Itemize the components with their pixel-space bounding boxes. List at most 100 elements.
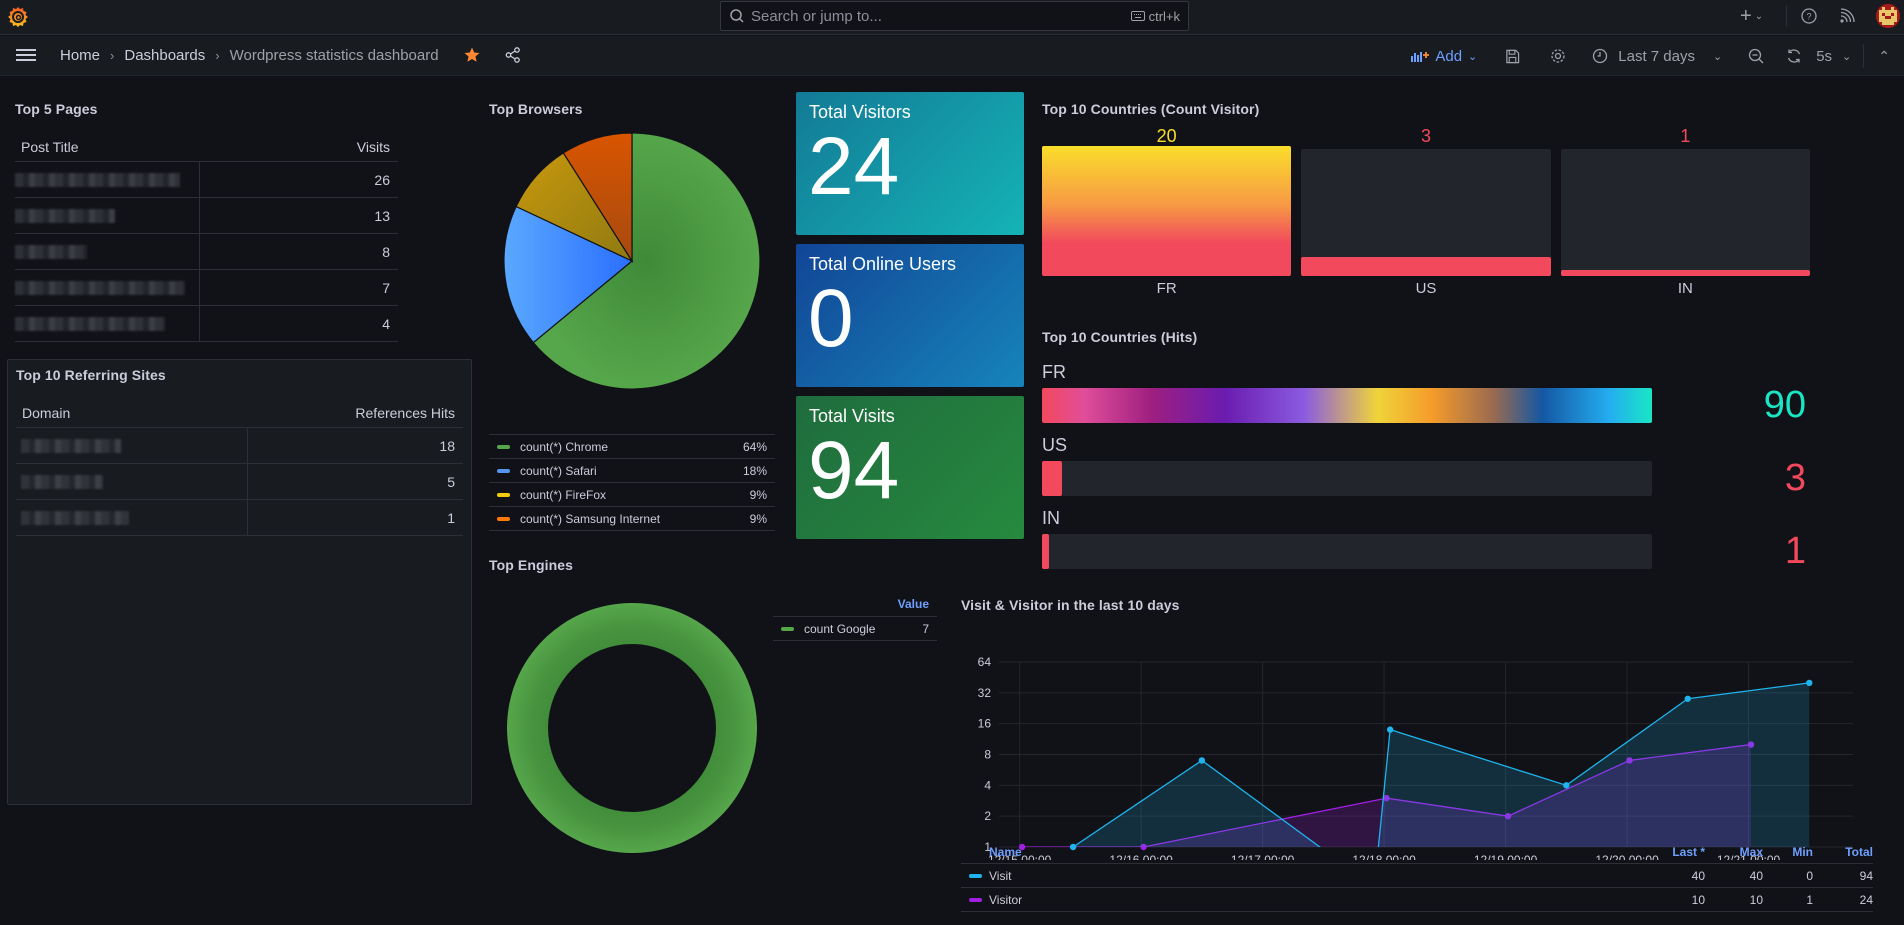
legend-item[interactable]: count(*) FireFox 9%: [489, 483, 775, 507]
column-header-post-title[interactable]: Post Title: [21, 138, 79, 155]
data-point-visitor[interactable]: [1018, 843, 1026, 851]
cell-visits: 7: [382, 279, 390, 296]
breadcrumb-dashboards[interactable]: Dashboards: [124, 46, 206, 64]
legend-item[interactable]: count(*) Samsung Internet 9%: [489, 507, 775, 531]
legend-column-min[interactable]: Min: [1792, 844, 1813, 859]
refresh-button[interactable]: [1776, 36, 1812, 76]
data-point-visitor[interactable]: [1504, 812, 1512, 820]
data-point-visitor[interactable]: [1383, 794, 1390, 802]
cell-domain: [16, 428, 248, 463]
visit-visitor-line-chart[interactable]: 1 2 4 8 16 32 64 12/15 00:00 12/16 00:00 12/17 00…: [953, 620, 1883, 860]
new-button[interactable]: + ⌄: [1740, 5, 1763, 28]
search-icon: [730, 9, 744, 23]
star-icon[interactable]: [463, 46, 481, 64]
legend-column-last[interactable]: Last *: [1672, 844, 1705, 859]
redacted-text: [15, 244, 87, 259]
legend-value-header[interactable]: Value: [897, 597, 929, 611]
add-label: Add: [1435, 47, 1463, 65]
cell-post-title: [15, 234, 200, 269]
refresh-interval-picker[interactable]: 5s ⌄: [1812, 36, 1863, 76]
collapse-header-button[interactable]: ⌃: [1864, 36, 1904, 76]
table-row[interactable]: 5: [16, 464, 463, 500]
top-pages-table: Post Title Visits 26 13 8 7 4: [15, 132, 398, 342]
share-icon[interactable]: [505, 47, 521, 63]
legend-item[interactable]: count(*) Chrome 64%: [489, 435, 775, 459]
bar-fill-in[interactable]: [1560, 269, 1810, 276]
table-row[interactable]: 13: [15, 198, 398, 234]
divider: [1786, 5, 1787, 27]
zoom-out-button[interactable]: [1736, 36, 1776, 76]
panel-title: Top 10 Countries (Count Visitor): [1042, 101, 1260, 117]
bar-fill-fr[interactable]: [1042, 388, 1652, 423]
series-line-visitor[interactable]: [1022, 743, 1752, 847]
cell-post-title: [15, 198, 200, 233]
data-point-visitor[interactable]: [1140, 843, 1147, 851]
table-row[interactable]: 7: [15, 270, 398, 306]
breadcrumb-home[interactable]: Home: [60, 46, 101, 64]
avatar[interactable]: [1876, 4, 1900, 28]
table-row[interactable]: 26: [15, 162, 398, 198]
plus-icon: +: [1740, 5, 1752, 27]
panel-countries-visitor: Top 10 Countries (Count Visitor) 20 FR 3 US…: [1034, 94, 1814, 304]
legend-column-name[interactable]: Name: [989, 844, 1022, 859]
legend-item[interactable]: Visitor 10 10 1 24: [961, 888, 1873, 912]
column-header-domain[interactable]: Domain: [22, 404, 71, 421]
data-point-visit[interactable]: [1386, 726, 1394, 733]
time-range-picker[interactable]: Last 7 days ⌄: [1578, 36, 1736, 76]
bar-fill-fr[interactable]: [1042, 146, 1292, 276]
bar-fill-in[interactable]: [1042, 534, 1049, 569]
legend-color-swatch: [969, 873, 982, 878]
pie-slice-count-chrome[interactable]: [532, 132, 761, 390]
table-row[interactable]: 18: [16, 428, 463, 464]
stat-value: 0: [808, 273, 854, 364]
data-point-visit[interactable]: [1563, 782, 1570, 789]
column-header-references-hits[interactable]: References Hits: [355, 404, 455, 421]
data-point-visit[interactable]: [1806, 679, 1813, 687]
data-point-visit[interactable]: [1198, 757, 1206, 764]
data-point-visit[interactable]: [1069, 843, 1077, 851]
table-header: Post Title Visits: [15, 132, 398, 162]
panel-title: Top 10 Referring Sites: [16, 367, 166, 383]
gear-icon: [1551, 49, 1565, 63]
panel-top-engines: Top Engines Value count Google 7: [481, 550, 941, 870]
y-tick-label: 32: [978, 686, 992, 700]
bar-track: [1301, 149, 1551, 276]
bar-category-label: IN: [1677, 280, 1693, 297]
add-panel-icon: [1411, 52, 1430, 62]
legend-name-cell: Visitor: [961, 893, 1639, 907]
save-dashboard-button[interactable]: [1487, 36, 1538, 76]
bar-fill-us[interactable]: [1301, 256, 1551, 276]
bar-category-label: US: [1042, 435, 1068, 455]
rss-icon[interactable]: [1839, 8, 1855, 24]
menu-icon[interactable]: [16, 47, 36, 63]
legend-item[interactable]: Visit 40 40 0 94: [961, 864, 1873, 888]
pie-slice-count-samsung-internet[interactable]: [562, 132, 633, 264]
help-icon[interactable]: ?: [1801, 8, 1817, 24]
dashboard-settings-button[interactable]: [1538, 36, 1578, 76]
column-header-visits[interactable]: Visits: [356, 138, 390, 155]
bar-fill-us[interactable]: [1042, 461, 1063, 496]
pie-slice-count-safari[interactable]: [503, 205, 634, 344]
data-point-visit[interactable]: [1684, 695, 1691, 702]
grafana-logo-icon[interactable]: [6, 5, 30, 29]
search-input[interactable]: Search or jump to... ctrl+k: [720, 1, 1189, 31]
x-tick-label: 12/17 00:00: [1231, 853, 1295, 860]
bar-track: [1560, 149, 1810, 276]
legend-column-total[interactable]: Total: [1845, 844, 1873, 859]
legend-item[interactable]: count Google 7: [773, 617, 937, 641]
data-point-visitor[interactable]: [1626, 757, 1633, 764]
donut-slice-google[interactable]: [507, 603, 757, 853]
breadcrumb-separator: ›: [215, 47, 220, 63]
legend-column-max[interactable]: Max: [1739, 844, 1763, 859]
table-row[interactable]: 4: [15, 306, 398, 342]
redacted-text: [15, 280, 185, 295]
bar-category-label: FR: [1156, 280, 1177, 297]
legend-value: 94: [1859, 868, 1873, 883]
legend-item[interactable]: count(*) Safari 18%: [489, 459, 775, 483]
data-point-visitor[interactable]: [1747, 741, 1755, 748]
redacted-text: [15, 316, 165, 331]
chevron-down-icon: ⌄: [1754, 11, 1764, 22]
add-button[interactable]: Add ⌄: [1401, 36, 1487, 76]
table-row[interactable]: 1: [16, 500, 463, 536]
table-row[interactable]: 8: [15, 234, 398, 270]
